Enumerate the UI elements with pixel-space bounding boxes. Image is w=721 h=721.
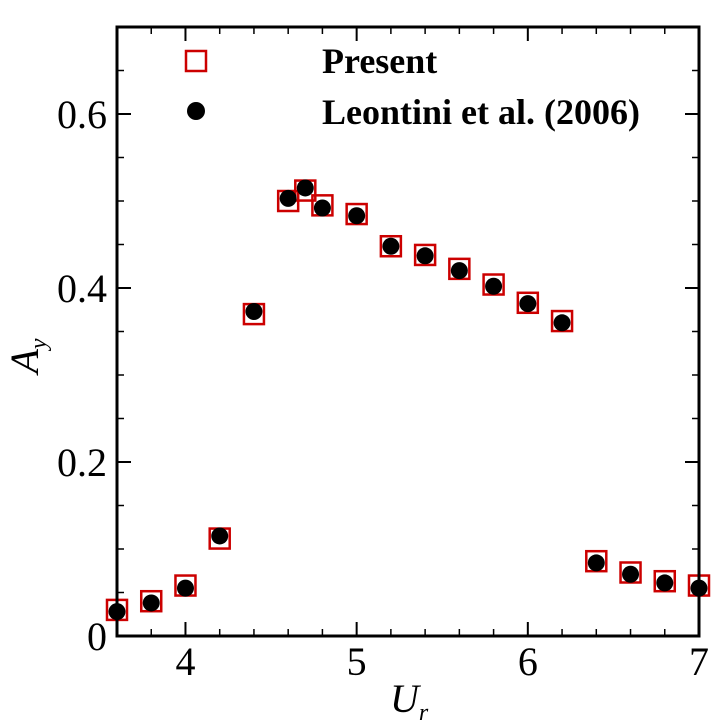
y-tick-label: 0.2 [57,440,107,485]
data-point-leontini [279,189,297,207]
x-tick-label: 4 [175,639,195,684]
data-point-leontini [348,207,366,225]
data-point-leontini [245,302,263,320]
x-tick-label: 5 [347,639,367,684]
data-points [105,179,711,622]
data-point-leontini [656,574,674,592]
data-point-leontini [622,565,640,583]
data-point-leontini [587,554,605,572]
y-tick-label: 0 [87,614,107,659]
data-point-leontini [519,295,537,313]
data-point-present [516,291,540,315]
y-tick-label: 0.4 [57,266,107,311]
legend-marker-present [184,49,208,73]
data-point-leontini [450,262,468,280]
data-point-leontini [176,579,194,597]
legend-marker-leontini [187,102,205,120]
x-axis-label: Ur [390,676,429,721]
plot-frame [115,25,701,638]
data-point-present [413,243,437,267]
x-tick-label: 7 [689,639,709,684]
data-point-leontini [142,594,160,612]
data-point-leontini [553,314,571,332]
y-axis-label: Ay [2,338,52,376]
legend-label-present: Present [322,41,437,81]
data-point-leontini [416,247,434,265]
x-axis-label-main: U [390,676,422,721]
data-point-leontini [211,527,229,545]
y-axis-label-main: A [2,349,47,377]
x-tick-label: 6 [518,639,538,684]
legend-label-leontini: Leontini et al. (2006) [322,92,640,132]
x-axis-label-subscript: r [419,700,429,721]
data-point-present [379,234,403,258]
legend: Present Leontini et al. (2006) [184,41,640,132]
y-axis-label-subscript: y [26,338,52,351]
data-point-leontini [296,179,314,197]
data-point-leontini [485,277,503,295]
data-point-leontini [313,199,331,217]
y-tick-label: 0.6 [57,92,107,137]
data-point-leontini [382,237,400,255]
